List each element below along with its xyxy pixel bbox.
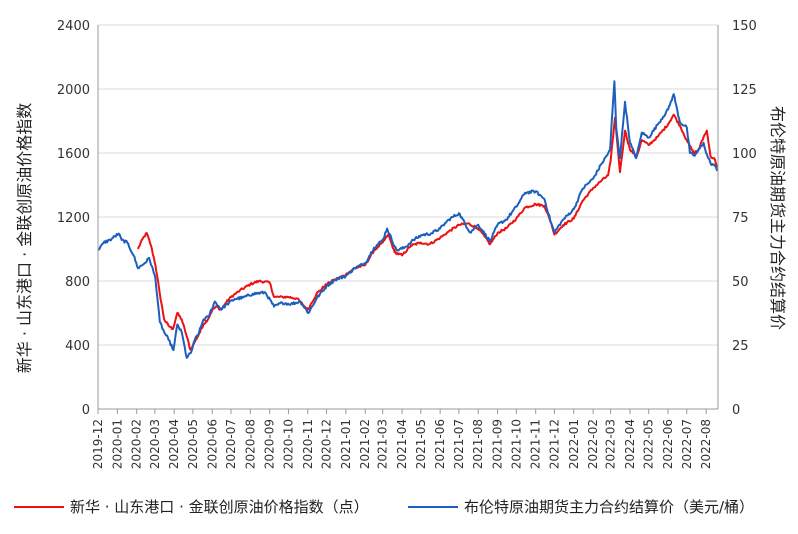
x-tick-label: 2020-10 [281,419,295,469]
x-tick-label: 2020-09 [263,419,277,469]
x-tick-label: 2019-12 [91,419,105,469]
right-tick-label: 100 [732,147,757,162]
x-tick-label: 2022-08 [699,419,713,469]
x-tick-label: 2022-02 [586,419,600,469]
legend-swatch-blue [408,505,458,508]
x-tick-label: 2020-05 [186,419,200,469]
legend-item-brent: 布伦特原油期货主力合约结算价（美元/桶） [408,496,754,517]
x-tick-label: 2022-06 [661,419,675,469]
x-tick-label: 2021-03 [376,419,390,469]
right-tick-label: 75 [732,211,749,226]
x-tick-label: 2021-05 [414,419,428,469]
x-tick-label: 2022-07 [680,419,694,469]
x-tick-label: 2021-09 [491,419,505,469]
left-tick-label: 400 [65,339,90,354]
x-tick-label: 2020-01 [110,419,124,469]
right-tick-label: 25 [732,339,749,354]
axes [97,25,719,414]
x-tick-label: 2020-06 [205,419,219,469]
x-tick-label: 2022-04 [623,419,637,469]
x-tick-label: 2021-08 [471,419,485,469]
right-tick-label: 50 [732,275,749,290]
right-axis-title: 布伦特原油期货主力合约结算价 [768,106,787,330]
x-tick-label: 2020-03 [148,419,162,469]
x-tick-label: 2020-11 [301,419,315,469]
x-tick-label: 2021-06 [433,419,447,469]
gridlines [98,24,718,346]
legend-label-index: 新华 · 山东港口 · 金联创原油价格指数（点） [70,498,369,516]
left-tick-label: 0 [82,403,90,418]
left-tick-label: 1600 [57,147,90,162]
left-axis-title: 新华 · 山东港口 · 金联创原油价格指数 [15,103,34,374]
x-tick-label: 2022-05 [642,419,656,469]
left-tick-label: 2400 [57,19,90,34]
x-tick-label: 2020-04 [167,419,181,469]
x-tick-label: 2020-07 [224,419,238,469]
legend-swatch-red [14,505,64,508]
x-tick-label: 2020-12 [320,419,334,469]
x-tick-label: 2021-04 [395,419,409,469]
right-tick-label: 125 [732,83,757,98]
tick-labels: 0 400 800 1200 1600 2000 2400 0 25 50 75 100 125 150 2… [57,19,757,469]
x-tick-label: 2022-03 [604,419,618,469]
x-tick-label: 2021-10 [509,419,523,469]
series-line-index [137,113,719,351]
x-tick-label: 2022-01 [567,419,581,469]
series-lines [97,80,719,359]
series-line-brent [97,80,719,359]
x-tick-label: 2021-01 [339,419,353,469]
x-tick-label: 2021-11 [529,419,543,469]
x-tick-label: 2020-02 [130,419,144,469]
legend-item-index: 新华 · 山东港口 · 金联创原油价格指数（点） [14,496,369,517]
right-tick-label: 150 [732,19,757,34]
legend-label-brent: 布伦特原油期货主力合约结算价（美元/桶） [464,498,755,516]
left-tick-label: 2000 [57,83,90,98]
right-tick-label: 0 [732,403,740,418]
x-tick-label: 2021-02 [358,419,372,469]
x-tick-label: 2020-08 [243,419,257,469]
left-tick-label: 800 [65,275,90,290]
left-tick-label: 1200 [57,211,90,226]
x-tick-label: 2021-07 [452,419,466,469]
x-tick-label: 2021-12 [547,419,561,469]
legend: 新华 · 山东港口 · 金联创原油价格指数（点） 布伦特原油期货主力合约结算价（… [0,492,798,522]
